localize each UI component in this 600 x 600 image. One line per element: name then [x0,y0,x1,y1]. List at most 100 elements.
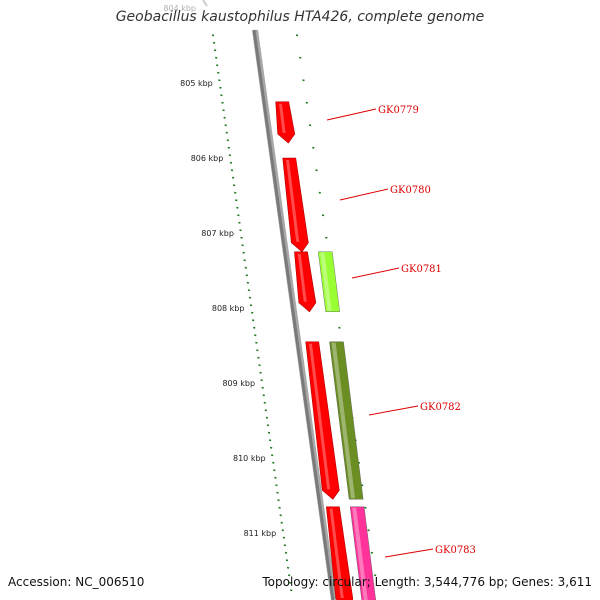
minor-tick [244,266,247,269]
outer-minor-tick [370,551,374,554]
leader-line [368,405,419,416]
minor-tick [222,109,225,112]
minor-tick [283,544,287,547]
scale-label-partial: 804 kbp [163,4,196,13]
minor-tick [246,281,250,284]
minor-tick [249,304,253,307]
minor-tick [253,326,256,329]
genome-summary-text: Topology: circular; Length: 3,544,776 bp… [262,575,592,589]
minor-tick [290,589,293,592]
minor-tick [218,79,221,82]
outer-minor-tick [321,214,325,217]
minor-tick [226,139,229,142]
gene-arrow-highlight [278,103,286,133]
leader-line [384,548,434,558]
minor-tick [224,124,227,127]
outer-minor-tick [315,169,318,172]
minor-tick [261,386,264,389]
minor-tick [225,131,228,134]
gene-label-GK0780: GK0780 [390,185,431,196]
minor-tick [281,529,284,532]
minor-tick [256,349,259,352]
outer-minor-tick [318,191,321,194]
minor-tick [213,49,217,52]
minor-tick [245,274,249,277]
tick-marks: 805 kbp 806 kbp 807 kbp 808 kbp 809 kbp 810 k… [163,4,377,592]
accession-text: Accession: NC_006510 [8,575,145,589]
minor-tick [258,364,261,367]
minor-tick [287,574,291,577]
minor-tick [257,356,260,359]
outer-minor-tick [364,506,367,509]
minor-tick [267,431,271,434]
gene-arrow-GK0781 [294,251,317,313]
leader-line [326,108,377,121]
minor-tick [280,521,283,524]
gene-arrow-highlight [329,508,344,598]
minor-tick [223,116,226,119]
scale-label: 809 kbp [222,379,255,388]
gene-arrow-highlight [297,253,307,302]
minor-tick [238,221,241,224]
minor-tick [234,191,237,194]
scale-label: 811 kbp [244,529,277,538]
outer-minor-tick [312,146,315,149]
minor-tick [263,401,266,404]
minor-tick [255,341,258,344]
minor-tick [229,161,233,164]
cog-bar-highlight [352,507,368,600]
leader-line [339,188,389,201]
gene-label-GK0779: GK0779 [378,105,419,116]
minor-tick [251,319,255,322]
minor-tick [269,446,273,449]
minor-tick [264,409,268,412]
minor-tick [216,64,219,67]
scale-label: 810 kbp [233,454,266,463]
outer-minor-tick [302,79,305,82]
map-title: Geobacillus kaustophilus HTA426, complet… [115,9,485,25]
gene-arrow-highlight [308,343,331,490]
minor-tick [236,206,239,209]
minor-tick [266,424,270,427]
outer-minor-tick [305,101,308,104]
gene-arrow-highlight [286,160,300,242]
minor-tick [282,536,286,539]
outer-minor-tick [338,326,341,329]
minor-tick [240,236,243,239]
cog-bar-highlight [331,342,356,499]
minor-tick [241,244,244,247]
minor-tick [265,416,269,419]
minor-tick [260,379,263,382]
minor-tick [231,176,235,179]
gene-label-GK0781: GK0781 [401,264,442,275]
minor-tick [279,514,282,517]
scale-label: 806 kbp [191,154,224,163]
minor-tick [274,476,277,479]
genome-backbone [202,0,337,600]
minor-tick [268,439,272,442]
scale-label: 805 kbp [180,79,213,88]
minor-tick [284,551,288,554]
cog-bar-GK0783 [349,506,376,600]
backbone-fragment [202,0,208,7]
minor-tick [259,371,262,374]
minor-tick [278,506,281,509]
gene-label-GK0782: GK0782 [420,402,461,413]
outer-minor-tick [373,574,377,577]
minor-tick [242,251,245,254]
minor-tick [211,34,215,37]
minor-tick [250,311,254,314]
minor-tick [285,559,289,562]
minor-tick [243,259,246,262]
minor-tick [212,41,216,44]
minor-tick [272,461,275,464]
minor-tick [248,296,252,299]
minor-tick [247,289,251,292]
minor-tick [227,146,231,149]
minor-tick [219,86,222,89]
gene-label-GK0783: GK0783 [435,545,476,556]
minor-tick [273,469,276,472]
cog-bar-GK0781 [317,251,340,312]
minor-tick [239,229,242,232]
